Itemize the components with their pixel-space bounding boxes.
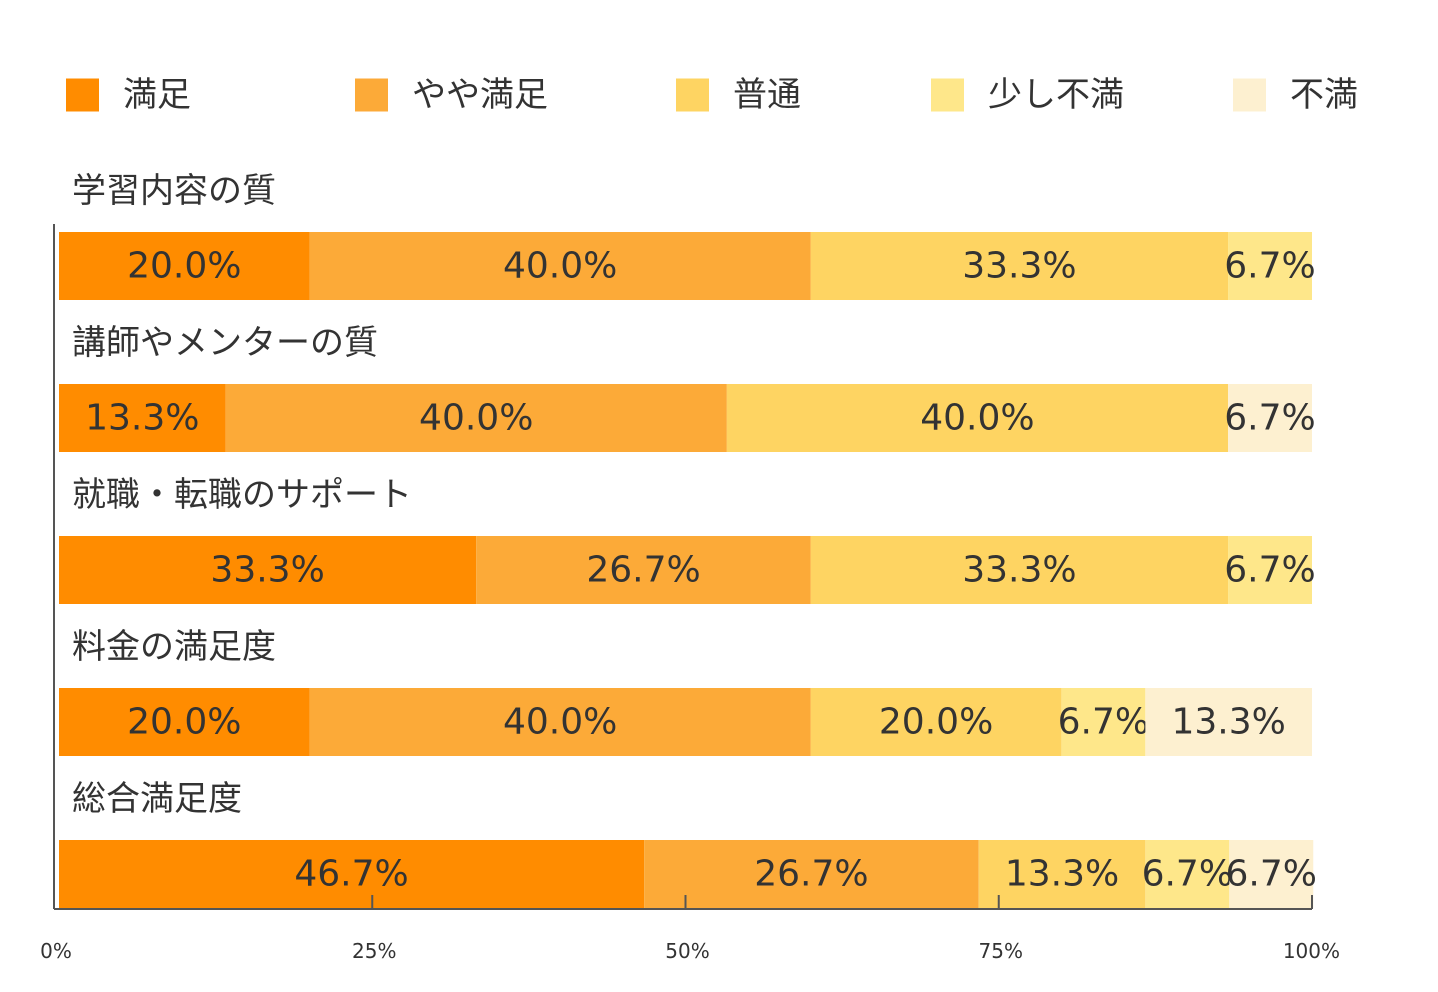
x-tick-label: 25% — [352, 939, 396, 963]
x-tick-label: 0% — [40, 939, 72, 963]
category-label: 就職・転職のサポート — [72, 475, 412, 515]
bar-segment — [810, 536, 1229, 604]
bar-segment — [978, 840, 1146, 908]
data-label: 33.3% — [962, 550, 1076, 591]
bar-segment — [59, 384, 226, 452]
bar-segment — [309, 232, 811, 300]
category-label: 学習内容の質 — [72, 171, 276, 211]
bar-segment — [810, 232, 1229, 300]
data-label: 40.0% — [419, 398, 533, 439]
data-label: 33.3% — [962, 246, 1076, 287]
category-label: 総合満足度 — [72, 779, 242, 819]
data-label: 26.7% — [754, 854, 868, 895]
legend-label: 満足 — [123, 75, 191, 115]
bar-segment — [1228, 536, 1312, 604]
bars: 20.0% 40.0% 33.3% 6.7% 13.3% 40.0% 40.0% 6.7% 33… — [59, 232, 1317, 908]
bar-segment — [59, 840, 645, 908]
bar-segment — [1228, 232, 1312, 300]
x-tick-label: 50% — [665, 939, 709, 963]
category-label: 講師やメンターの質 — [72, 323, 378, 363]
bar-segment — [225, 384, 727, 452]
bar-segment — [1145, 688, 1312, 756]
legend-swatch — [676, 78, 709, 112]
legend-label: 少し不満 — [988, 75, 1124, 115]
legend: 満足 やや満足 普通 少し不満 不満 — [66, 75, 1358, 115]
legend-swatch — [355, 78, 388, 112]
data-label: 20.0% — [879, 702, 993, 743]
data-label: 6.7% — [1224, 398, 1315, 439]
bar-segment — [1061, 688, 1146, 756]
bar-segment — [1229, 840, 1314, 908]
data-label: 6.7% — [1224, 550, 1315, 591]
data-label: 13.3% — [85, 398, 199, 439]
bar-segment — [1228, 384, 1312, 452]
legend-swatch — [66, 78, 99, 112]
data-label: 46.7% — [294, 854, 408, 895]
data-label: 6.7% — [1058, 702, 1149, 743]
legend-label: やや満足 — [412, 75, 548, 115]
legend-label: 不満 — [1290, 75, 1358, 115]
data-label: 40.0% — [920, 398, 1034, 439]
legend-swatch — [1233, 78, 1266, 112]
bar-segment — [644, 840, 979, 908]
data-label: 20.0% — [127, 246, 241, 287]
bar-segment — [59, 536, 477, 604]
bar-segment — [309, 688, 811, 756]
legend-swatch — [931, 78, 964, 112]
data-label: 13.3% — [1171, 702, 1285, 743]
bar-segment — [810, 688, 1062, 756]
data-label: 6.7% — [1224, 246, 1315, 287]
data-label: 20.0% — [127, 702, 241, 743]
x-tick-label: 75% — [979, 939, 1023, 963]
data-label: 33.3% — [210, 550, 324, 591]
bar-segment — [1145, 840, 1230, 908]
bar-segment — [726, 384, 1229, 452]
bar-segment — [59, 232, 310, 300]
data-label: 6.7% — [1142, 854, 1233, 895]
data-label: 6.7% — [1226, 854, 1317, 895]
category-label: 料金の満足度 — [72, 627, 276, 667]
data-label: 26.7% — [586, 550, 700, 591]
data-label: 40.0% — [503, 246, 617, 287]
bar-segment — [59, 688, 310, 756]
data-label: 13.3% — [1005, 854, 1119, 895]
data-label: 40.0% — [503, 702, 617, 743]
legend-label: 普通 — [733, 75, 801, 115]
x-tick-label: 100% — [1283, 939, 1340, 963]
x-axis: 0% 25% 50% 75% 100% — [40, 224, 1340, 963]
bar-segment — [476, 536, 811, 604]
